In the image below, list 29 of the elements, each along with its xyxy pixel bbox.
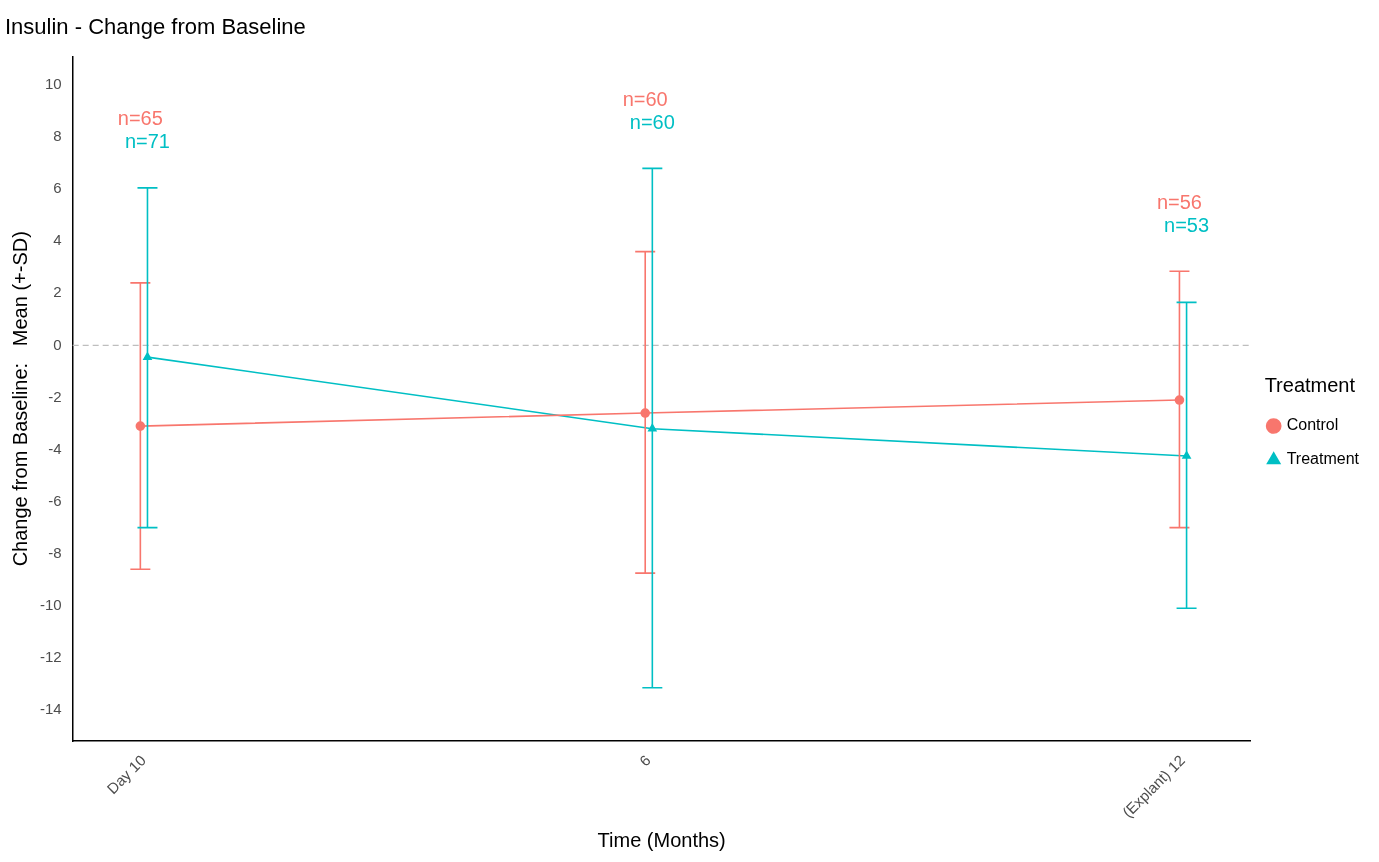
- annotation: n=60: [622, 87, 668, 110]
- legend-label: Treatment: [1286, 450, 1360, 468]
- y-tick-label: -8: [48, 543, 62, 561]
- y-tick-label: 10: [44, 75, 62, 93]
- y-tick-label: -2: [48, 387, 62, 405]
- point: [1182, 451, 1191, 459]
- point: [143, 352, 152, 360]
- y-tick-label: 6: [53, 179, 62, 197]
- y-tick-label: -6: [48, 491, 62, 509]
- x-axis-title: Time (Months): [597, 828, 726, 851]
- legend-title: Treatment: [1264, 373, 1356, 396]
- y-tick-label: -10: [39, 595, 62, 613]
- y-tick-label: 2: [53, 283, 62, 301]
- y-axis-title: Change from Baseline: Mean (+-SD): [8, 231, 31, 567]
- y-tick-label: -14: [39, 699, 62, 717]
- x-tick-label: 6: [635, 751, 654, 770]
- x-tick-label: Day 10: [103, 751, 149, 798]
- y-tick-label: 4: [53, 231, 62, 249]
- annotation: n=65: [117, 107, 163, 130]
- y-tick-label: -12: [39, 647, 62, 665]
- y-tick-label: -4: [48, 439, 62, 457]
- annotation: n=60: [629, 110, 675, 133]
- chart-title: Insulin - Change from Baseline: [5, 14, 306, 40]
- annotation: n=53: [1164, 213, 1210, 236]
- annotation: n=56: [1156, 190, 1202, 213]
- annotation: n=71: [124, 130, 170, 153]
- y-tick-label: 0: [53, 335, 62, 353]
- y-tick-label: 8: [53, 127, 62, 145]
- legend-label: Control: [1286, 416, 1339, 434]
